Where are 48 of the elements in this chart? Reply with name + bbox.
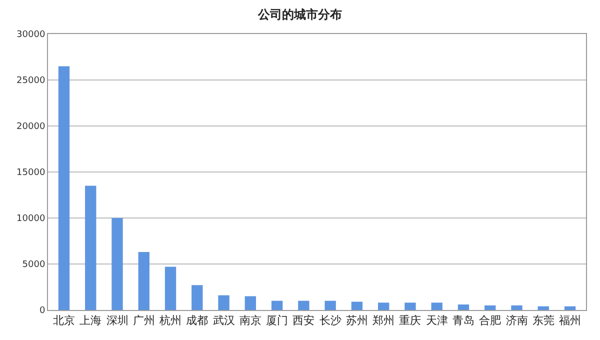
bar [324, 300, 336, 310]
bar [484, 305, 496, 310]
y-tick-label: 10000 [16, 214, 46, 224]
y-tick-label: 5000 [22, 260, 46, 270]
bar [511, 305, 522, 310]
x-tick-label: 合肥 [479, 314, 502, 328]
x-tick-label: 济南 [506, 314, 528, 328]
x-tick-label: 深圳 [106, 314, 128, 328]
bar [58, 66, 70, 310]
bar [564, 306, 576, 310]
x-tick-label: 苏州 [346, 314, 368, 328]
y-tick-label: 30000 [16, 30, 46, 40]
bar [244, 296, 256, 310]
bar [458, 304, 470, 310]
bar [112, 218, 123, 310]
y-tick-label: 15000 [16, 168, 46, 178]
x-tick-label: 西安 [292, 314, 315, 328]
bar [351, 302, 363, 310]
y-tick-label: 25000 [16, 76, 46, 86]
x-tick-label: 厦门 [266, 314, 288, 328]
bar [298, 300, 310, 310]
x-tick-label: 成都 [186, 314, 208, 328]
x-tick-label: 北京 [52, 314, 75, 328]
x-tick-label: 东莞 [532, 314, 554, 328]
bar [431, 302, 442, 310]
bar [85, 186, 96, 310]
bar [192, 285, 203, 310]
bar [378, 302, 390, 310]
bar [218, 295, 230, 310]
y-tick-label: 20000 [16, 122, 46, 132]
x-tick-label: 天津 [426, 314, 448, 328]
x-tick-label: 南京 [239, 314, 262, 328]
x-tick-label: 武汉 [212, 314, 235, 328]
x-tick-label: 长沙 [319, 314, 342, 328]
bar [404, 302, 416, 310]
bar [538, 306, 549, 310]
x-tick-label: 福州 [559, 314, 582, 328]
x-tick-label: 广州 [132, 314, 155, 328]
y-tick-label: 0 [39, 306, 46, 316]
bar [164, 266, 176, 310]
x-tick-label: 郑州 [372, 314, 395, 328]
x-tick-label: 杭州 [158, 314, 182, 328]
x-tick-label: 上海 [80, 314, 102, 328]
x-tick-label: 重庆 [399, 314, 422, 328]
chart-title: 公司的城市分布 [257, 8, 342, 22]
bar [271, 300, 283, 310]
x-tick-label: 青岛 [452, 314, 474, 328]
bar [138, 252, 150, 310]
